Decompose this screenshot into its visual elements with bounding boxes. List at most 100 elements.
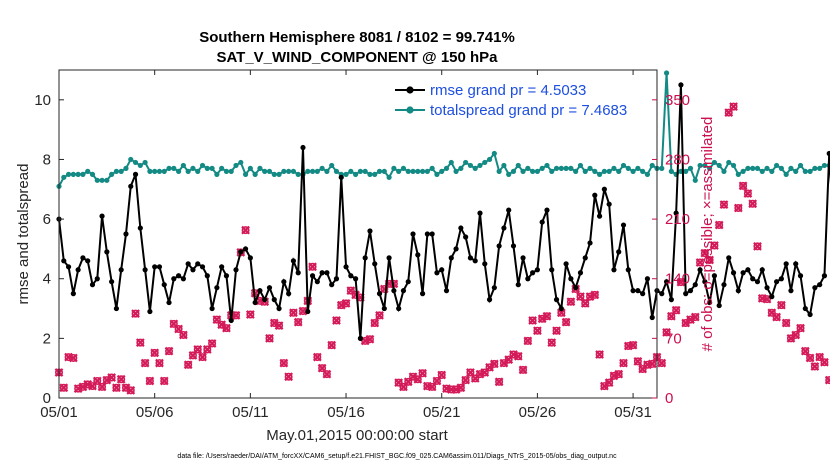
rmse-point — [750, 276, 756, 282]
rmse-point — [161, 282, 167, 288]
totalspread-point — [70, 171, 76, 177]
obs-assimilated-point — [518, 365, 528, 375]
obs-assimilated-point — [733, 203, 743, 213]
y-right-tick-label: 350 — [665, 92, 690, 109]
totalspread-point — [496, 168, 502, 174]
totalspread-point — [568, 165, 574, 171]
obs-possible-point — [504, 355, 513, 364]
rmse-point — [424, 231, 430, 237]
obs-possible-point — [394, 378, 403, 387]
totalspread-point — [228, 168, 234, 174]
obs-assimilated-point — [729, 102, 738, 112]
rmse-point — [558, 305, 564, 312]
rmse-point — [721, 282, 727, 288]
chart-title-line1: Southern Hemisphere 8081 / 8102 = 99.741… — [199, 29, 515, 46]
totalspread-point — [764, 165, 770, 171]
totalspread-point — [434, 171, 440, 177]
totalspread-point — [697, 162, 703, 169]
obs-assimilated-point — [791, 330, 801, 340]
legend-spread-label: totalspread grand pr = 7.4683 — [430, 102, 627, 119]
totalspread-point — [769, 168, 775, 174]
rmse-point — [630, 288, 636, 294]
y-axis-right-label: # of obs: o=possible; ×=assimilated — [699, 117, 716, 352]
obs-assimilated-point — [647, 359, 657, 369]
totalspread-point — [137, 162, 143, 169]
totalspread-point — [357, 168, 363, 174]
rmse-point — [458, 225, 464, 231]
totalspread-point — [166, 165, 172, 171]
totalspread-point — [625, 165, 631, 171]
rmse-point — [70, 291, 76, 297]
rmse-point — [128, 183, 134, 189]
rmse-point — [802, 305, 808, 312]
obs-assimilated-point — [657, 358, 667, 368]
y-tick-label: 8 — [43, 151, 51, 168]
obs-assimilated-point — [552, 326, 561, 336]
totalspread-point — [118, 168, 124, 174]
obs-assimilated-point — [332, 316, 341, 325]
obs-possible-point — [313, 353, 322, 362]
obs-possible-point — [796, 324, 805, 333]
obs-assimilated-point — [198, 352, 207, 362]
obs-possible-point — [772, 313, 781, 322]
obs-assimilated-point — [308, 262, 317, 272]
totalspread-point — [75, 171, 81, 177]
obs-possible-point — [552, 326, 561, 335]
obs-possible-point — [672, 306, 681, 315]
obs-possible-point — [184, 360, 193, 369]
rmse-point — [601, 186, 607, 192]
x-tick-label: 05/31 — [614, 404, 652, 421]
totalspread-point — [539, 165, 545, 171]
rmse-point — [774, 279, 780, 285]
rmse-point — [530, 270, 536, 276]
rmse-point — [443, 288, 450, 294]
totalspread-point — [606, 168, 612, 174]
totalspread-point — [448, 159, 454, 166]
rmse-point — [309, 273, 316, 279]
rmse-point — [300, 144, 306, 151]
obs-assimilated-point — [628, 340, 638, 350]
totalspread-point — [611, 165, 617, 171]
legend: rmse grand pr = 4.5033 totalspread grand… — [395, 82, 627, 119]
obs-possible-point — [174, 324, 183, 333]
rmse-point — [453, 246, 459, 252]
rmse-point — [506, 207, 512, 213]
x-tick-label: 05/01 — [40, 404, 78, 421]
totalspread-point — [329, 162, 335, 169]
rmse-point — [783, 261, 789, 267]
obs-assimilated-point — [341, 299, 351, 308]
obs-possible-point — [724, 108, 733, 117]
obs-possible-point — [93, 376, 102, 385]
totalspread-point — [247, 165, 253, 171]
totalspread-point — [640, 168, 646, 174]
rmse-point — [80, 255, 86, 261]
rmse-point — [123, 231, 129, 237]
obs-possible-point — [739, 181, 748, 190]
obs-assimilated-point — [494, 377, 504, 387]
obs-assimilated-point — [528, 316, 537, 325]
totalspread-point — [333, 168, 340, 174]
obs-assimilated-point — [269, 318, 279, 328]
totalspread-point — [735, 171, 741, 177]
obs-possible-point — [289, 308, 298, 317]
obs-assimilated-point — [710, 241, 719, 250]
obs-possible-point — [169, 319, 178, 328]
totalspread-point — [501, 162, 507, 169]
rmse-point — [180, 276, 186, 282]
rmse-point — [376, 291, 383, 297]
totalspread-point — [477, 162, 483, 169]
totalspread-point — [644, 171, 651, 177]
rmse-point — [668, 297, 674, 303]
totalspread-point — [156, 168, 163, 174]
totalspread-point — [491, 150, 497, 157]
rmse-point — [482, 261, 488, 267]
obs-assimilated-point — [159, 376, 169, 386]
obs-possible-point — [188, 351, 197, 360]
obs-possible-point — [179, 330, 188, 339]
obs-possible-point — [322, 370, 331, 379]
obs-possible-point — [131, 309, 140, 318]
legend-spread-marker — [406, 106, 414, 114]
obs-assimilated-point — [705, 255, 715, 265]
obs-possible-point — [734, 204, 743, 213]
obs-assimilated-point — [614, 369, 624, 379]
